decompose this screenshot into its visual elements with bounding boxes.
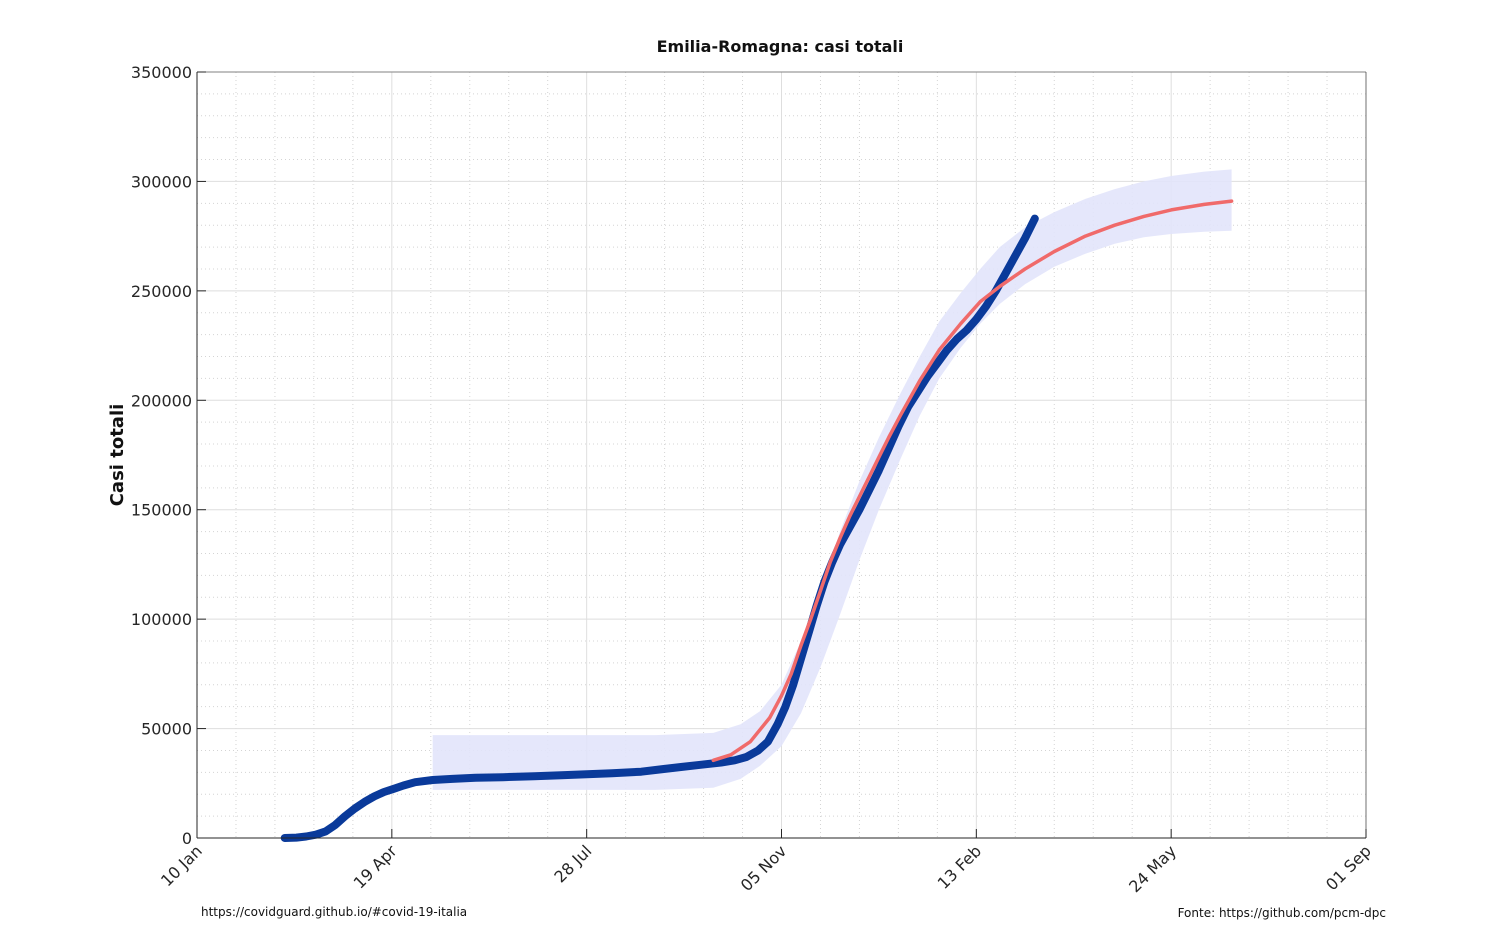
observed-data-point <box>411 778 419 786</box>
observed-data-point <box>982 302 990 310</box>
x-tick-label: 13 Feb <box>934 841 985 892</box>
x-tick-label: 05 Nov <box>737 841 791 895</box>
y-tick-label: 100000 <box>131 610 192 629</box>
observed-data-point <box>764 738 772 746</box>
y-tick-labels: 0 50000 100000 150000 200000 250000 300000 3500… <box>131 63 192 848</box>
observed-data-point <box>731 756 739 764</box>
observed-data-point <box>846 523 854 531</box>
observed-data-point <box>1031 215 1039 223</box>
y-tick-label: 300000 <box>131 172 192 191</box>
confidence-band-layer <box>432 169 1232 790</box>
chart-title: Emilia-Romagna: casi totali <box>657 37 904 56</box>
observed-data-point <box>1011 252 1019 260</box>
observed-data-point <box>499 773 507 781</box>
observed-data-point <box>774 720 782 728</box>
y-axis-label: Casi totali <box>107 404 128 507</box>
observed-data-point <box>953 335 961 343</box>
source-credit-right: Fonte: https://github.com/pcm-dpc <box>1177 906 1386 920</box>
observed-data-point <box>331 821 339 829</box>
observed-data-point <box>963 326 971 334</box>
observed-data-point <box>399 781 408 790</box>
x-tick-label: 19 Apr <box>350 841 401 892</box>
observed-data-point <box>322 827 330 836</box>
x-tick-labels: 10 Jan 19 Apr 28 Jul 05 Nov 13 Feb 24 May 01 S… <box>157 841 1375 896</box>
observed-data-point <box>429 776 437 784</box>
observed-data-point <box>557 771 565 779</box>
observed-data-point <box>698 761 706 769</box>
observed-data-point <box>583 770 591 778</box>
observed-data-point <box>608 769 616 777</box>
observed-data-point <box>717 758 725 767</box>
y-tick-label: 200000 <box>131 391 192 410</box>
observed-data-point <box>943 346 951 354</box>
observed-data-point <box>875 466 883 474</box>
observed-data-point <box>1002 269 1010 277</box>
y-tick-label: 150000 <box>131 501 192 520</box>
observed-data-point <box>855 506 864 514</box>
observed-data-point <box>789 681 797 689</box>
observed-data-point <box>448 775 456 783</box>
observed-data-point <box>933 359 942 367</box>
observed-data-point <box>302 832 310 841</box>
observed-data-point <box>678 763 686 771</box>
observed-data-point <box>312 831 320 839</box>
y-tick-label: 350000 <box>131 63 192 82</box>
y-tick-label: 250000 <box>131 282 192 301</box>
observed-data-point <box>472 774 480 782</box>
observed-data-point <box>370 792 378 801</box>
observed-data-point <box>530 772 538 780</box>
observed-data-point <box>637 768 645 776</box>
observed-data-point <box>885 444 893 452</box>
observed-data-point <box>797 654 805 663</box>
observed-data-point <box>754 746 762 755</box>
observed-data-point <box>351 804 359 813</box>
observed-data-point <box>361 798 369 806</box>
y-tick-label: 0 <box>182 829 192 848</box>
x-tick-label: 10 Jan <box>157 841 206 890</box>
observed-data-point <box>390 785 398 793</box>
observed-data-point <box>865 486 873 494</box>
observed-data-point <box>781 703 790 711</box>
fit-series-line <box>711 199 1234 763</box>
y-tick-label: 50000 <box>141 720 192 739</box>
x-tick-label: 24 May <box>1125 841 1180 896</box>
x-tick-label: 28 Jul <box>550 841 595 886</box>
axes <box>196 71 1367 839</box>
observed-data-point <box>1021 234 1029 242</box>
observed-data-point <box>972 315 980 323</box>
observed-data-point <box>742 753 751 761</box>
observed-data-point <box>659 765 667 773</box>
observed-data-point <box>380 788 388 796</box>
series-layer <box>280 199 1234 842</box>
x-tick-label: 01 Sep <box>1322 841 1375 894</box>
confidence-band <box>432 169 1232 790</box>
source-link-left: https://covidguard.github.io/#covid-19-i… <box>201 905 468 919</box>
observed-data-point <box>341 812 349 820</box>
